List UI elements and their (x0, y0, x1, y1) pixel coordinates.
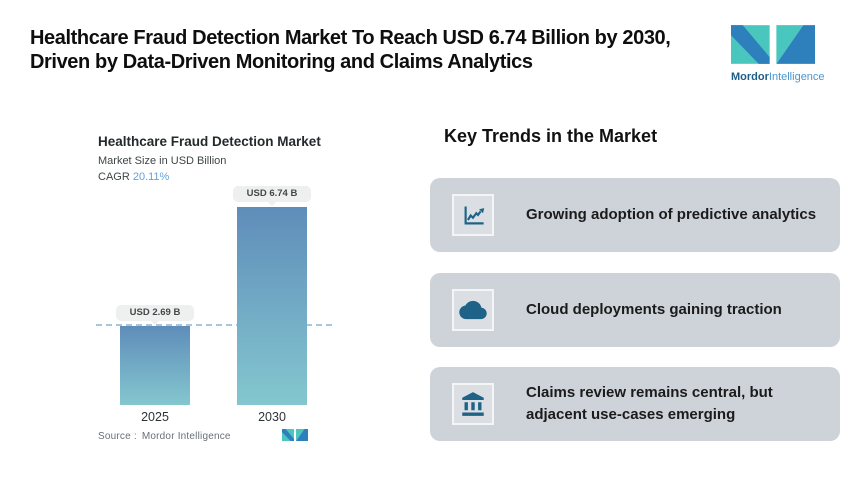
bar-value-label: USD 2.69 B (116, 304, 194, 325)
chart-cagr: CAGR 20.11% (98, 171, 169, 183)
mordor-intelligence-logo: MordorIntelligence (731, 25, 825, 83)
brand-name-light: Intelligence (768, 71, 825, 83)
market-bar-chart: Healthcare Fraud Detection Market Market… (96, 130, 332, 465)
plot-area: USD 2.69 B USD 6.74 B 2025 2030 Source :… (96, 130, 332, 465)
bar-2030 (237, 207, 307, 405)
x-axis-label: 2025 (141, 410, 169, 424)
x-axis-label: 2030 (258, 410, 286, 424)
section-heading: Key Trends in the Market (444, 126, 658, 146)
trend-text: Claims review remains central, but adjac… (526, 384, 773, 423)
source-label: Source : (98, 431, 137, 442)
line-chart-icon (452, 194, 494, 236)
cagr-label: CAGR (98, 171, 130, 183)
source-value: Mordor Intelligence (141, 431, 231, 442)
page-title: Healthcare Fraud Detection Market To Rea… (30, 27, 671, 73)
key-trends-section: Key Trends in the Market Growing adoptio… (430, 118, 840, 458)
mordor-logo-mark-small (282, 429, 308, 441)
trend-card-claims-review: Claims review remains central, but adjac… (430, 367, 840, 441)
cloud-icon (452, 289, 494, 331)
trend-card-cloud-deployments: Cloud deployments gaining traction (430, 273, 840, 347)
cagr-value: 20.11% (132, 171, 170, 183)
mordor-logo-mark (731, 25, 815, 64)
brand-name-bold: Mordor (731, 71, 769, 83)
reference-line (96, 323, 332, 326)
bar-value-label: USD 6.74 B (233, 186, 311, 206)
trend-text: Cloud deployments gaining traction (526, 301, 782, 318)
trend-card-predictive-analytics: Growing adoption of predictive analytics (430, 178, 840, 252)
chart-subtitle: Market Size in USD Billion (98, 155, 227, 167)
trend-text: Growing adoption of predictive analytics (526, 206, 817, 223)
source-row: Source : Mordor Intelligence (98, 429, 332, 442)
chart-title: Healthcare Fraud Detection Market (98, 134, 321, 149)
bar-2025 (120, 325, 190, 405)
source-text: Source : Mordor Intelligence (98, 431, 231, 442)
bank-icon (452, 383, 494, 425)
mordor-logo-text: MordorIntelligence (731, 71, 825, 83)
